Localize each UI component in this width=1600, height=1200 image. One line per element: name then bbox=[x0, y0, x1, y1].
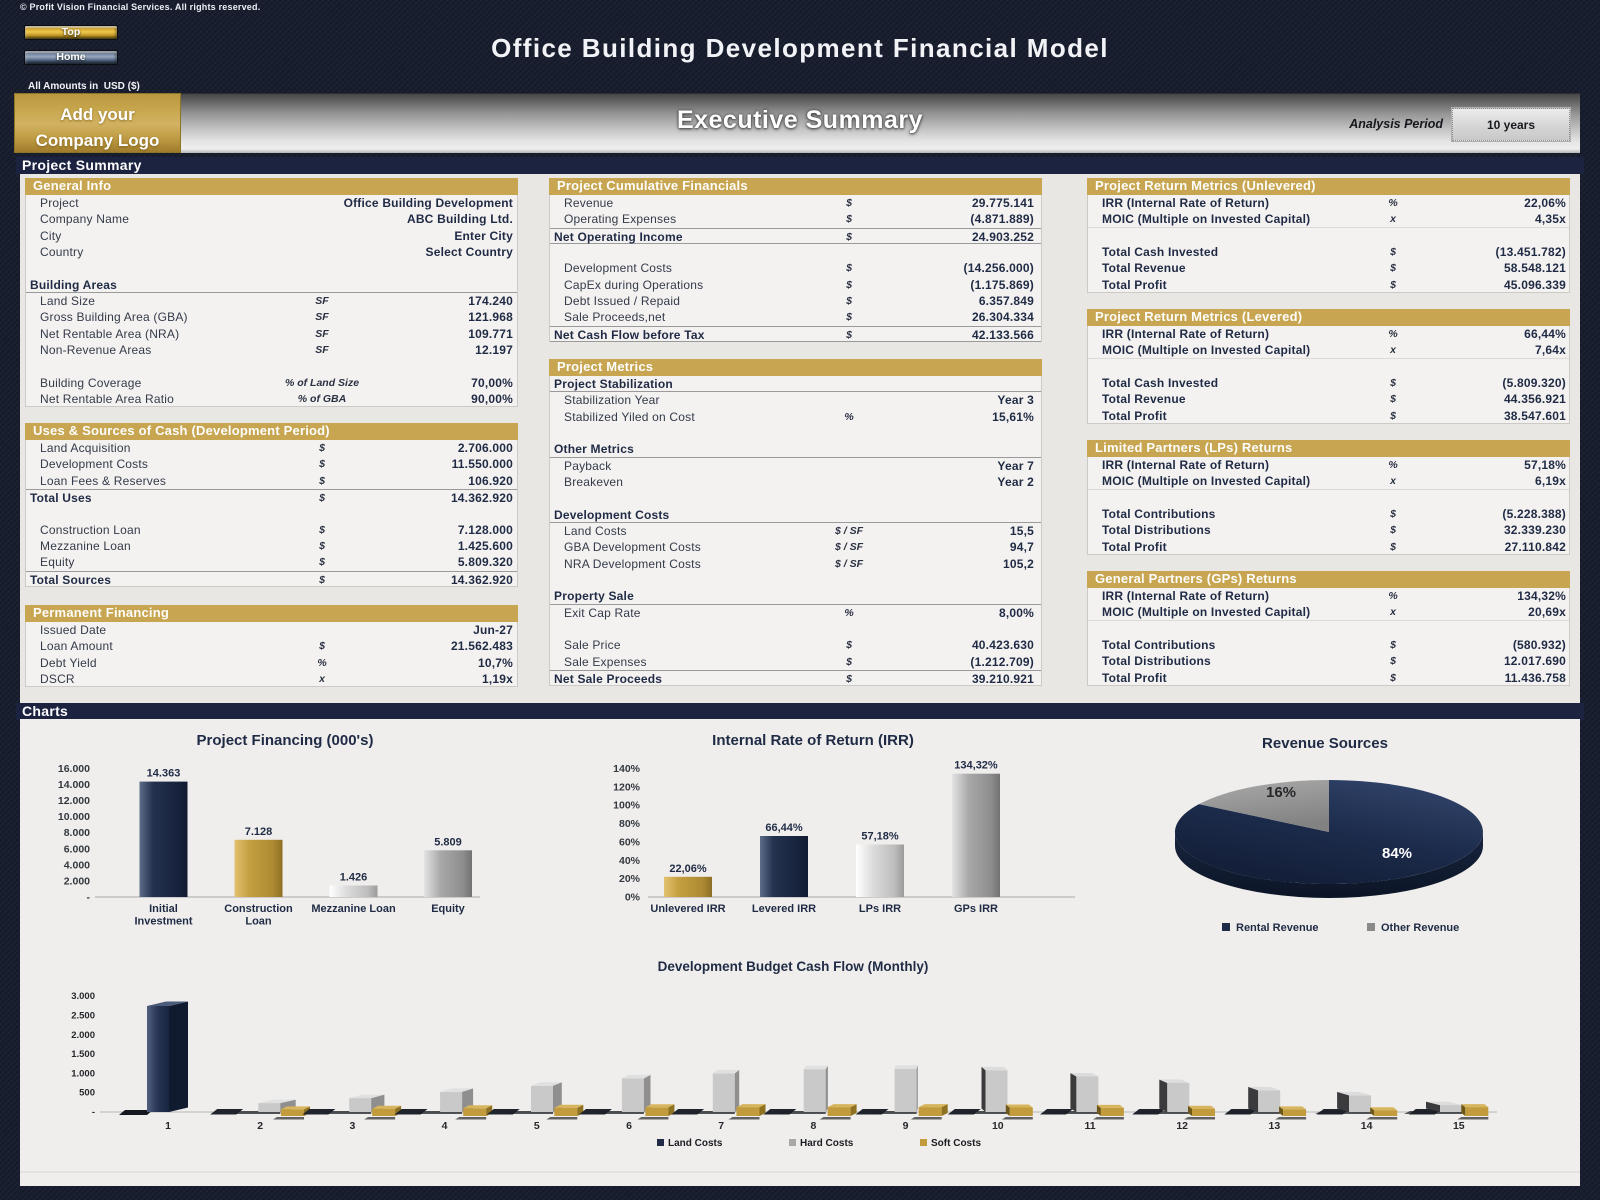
svg-text:134,32%: 134,32% bbox=[954, 760, 998, 772]
svg-text:12.000: 12.000 bbox=[58, 795, 90, 807]
svg-text:Levered IRR: Levered IRR bbox=[752, 903, 816, 915]
svg-text:22,06%: 22,06% bbox=[669, 863, 707, 875]
svg-text:8: 8 bbox=[810, 1120, 816, 1132]
svg-text:84%: 84% bbox=[1382, 845, 1412, 862]
svg-text:Investment: Investment bbox=[134, 916, 192, 928]
svg-text:Land Costs: Land Costs bbox=[668, 1138, 723, 1149]
svg-text:Unlevered IRR: Unlevered IRR bbox=[650, 903, 725, 915]
svg-text:1.500: 1.500 bbox=[71, 1049, 95, 1060]
svg-text:Internal Rate of Return (IRR): Internal Rate of Return (IRR) bbox=[712, 732, 914, 749]
svg-text:Hard Costs: Hard Costs bbox=[800, 1138, 854, 1149]
svg-text:11: 11 bbox=[1084, 1120, 1095, 1132]
svg-text:80%: 80% bbox=[619, 818, 641, 830]
svg-text:500: 500 bbox=[79, 1088, 95, 1099]
svg-text:5: 5 bbox=[534, 1120, 540, 1132]
svg-text:10.000: 10.000 bbox=[58, 811, 90, 823]
svg-text:15: 15 bbox=[1453, 1120, 1465, 1132]
svg-text:GPs IRR: GPs IRR bbox=[954, 903, 998, 915]
svg-text:1.000: 1.000 bbox=[71, 1068, 95, 1079]
svg-text:140%: 140% bbox=[613, 763, 641, 775]
svg-text:120%: 120% bbox=[613, 781, 641, 793]
svg-text:6: 6 bbox=[626, 1120, 632, 1132]
svg-text:3.000: 3.000 bbox=[71, 991, 95, 1002]
svg-text:Soft Costs: Soft Costs bbox=[931, 1138, 981, 1149]
svg-text:8.000: 8.000 bbox=[64, 827, 90, 839]
svg-text:Rental Revenue: Rental Revenue bbox=[1236, 922, 1319, 934]
svg-text:2.000: 2.000 bbox=[64, 875, 90, 887]
svg-text:Project Financing (000's): Project Financing (000's) bbox=[197, 732, 374, 749]
svg-text:Initial: Initial bbox=[149, 903, 178, 915]
svg-text:-: - bbox=[92, 1107, 95, 1118]
svg-text:Mezzanine Loan: Mezzanine Loan bbox=[311, 903, 396, 915]
svg-text:6.000: 6.000 bbox=[64, 843, 90, 855]
svg-text:2.000: 2.000 bbox=[71, 1030, 95, 1041]
svg-text:1: 1 bbox=[165, 1120, 171, 1132]
svg-text:3: 3 bbox=[349, 1120, 355, 1132]
svg-text:-: - bbox=[87, 892, 91, 904]
svg-text:2: 2 bbox=[257, 1120, 263, 1132]
svg-text:14.363: 14.363 bbox=[147, 768, 181, 780]
svg-text:16%: 16% bbox=[1266, 784, 1296, 801]
svg-text:57,18%: 57,18% bbox=[861, 831, 899, 843]
svg-text:4: 4 bbox=[442, 1120, 448, 1132]
svg-text:Other Revenue: Other Revenue bbox=[1381, 922, 1459, 934]
svg-text:66,44%: 66,44% bbox=[765, 822, 803, 834]
svg-text:10: 10 bbox=[992, 1120, 1004, 1132]
svg-text:Revenue Sources: Revenue Sources bbox=[1262, 735, 1388, 752]
svg-text:14: 14 bbox=[1361, 1120, 1373, 1132]
svg-text:Equity: Equity bbox=[431, 903, 465, 915]
svg-text:5.809: 5.809 bbox=[434, 836, 462, 848]
svg-text:4.000: 4.000 bbox=[64, 859, 90, 871]
svg-text:7: 7 bbox=[718, 1120, 724, 1132]
svg-text:Loan: Loan bbox=[245, 916, 272, 928]
svg-text:0%: 0% bbox=[625, 892, 641, 904]
svg-text:13: 13 bbox=[1269, 1120, 1281, 1132]
svg-text:2.500: 2.500 bbox=[71, 1011, 95, 1022]
svg-text:Development Budget Cash Flow (: Development Budget Cash Flow (Monthly) bbox=[658, 959, 929, 974]
svg-text:9: 9 bbox=[903, 1120, 909, 1132]
svg-text:14.000: 14.000 bbox=[58, 779, 90, 791]
svg-text:Construction: Construction bbox=[224, 903, 293, 915]
svg-text:12: 12 bbox=[1176, 1120, 1188, 1132]
svg-text:100%: 100% bbox=[613, 800, 641, 812]
svg-text:40%: 40% bbox=[619, 855, 641, 867]
svg-text:16.000: 16.000 bbox=[58, 763, 90, 775]
svg-text:20%: 20% bbox=[619, 873, 641, 885]
svg-text:60%: 60% bbox=[619, 836, 641, 848]
svg-text:1.426: 1.426 bbox=[340, 872, 368, 884]
svg-text:7.128: 7.128 bbox=[245, 826, 273, 838]
svg-text:LPs IRR: LPs IRR bbox=[859, 903, 901, 915]
